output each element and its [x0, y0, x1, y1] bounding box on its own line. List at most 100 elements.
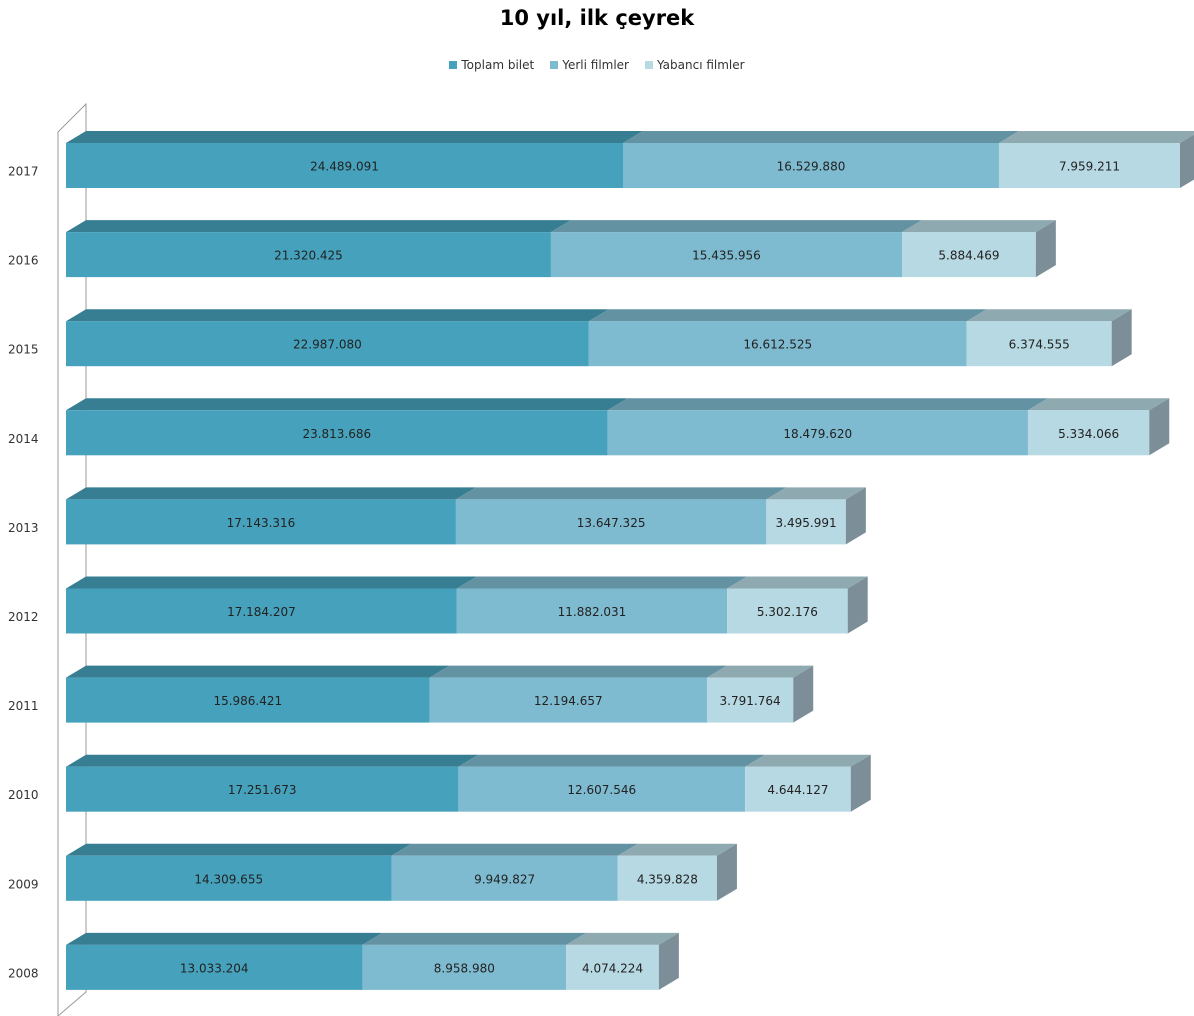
bar-top-face — [66, 576, 477, 589]
legend-item-toplam-bilet: Toplam bilet — [449, 58, 534, 72]
bar-segment-2010-toplam-bilet — [66, 766, 459, 812]
legend-swatch — [645, 61, 653, 69]
bar-side-face — [793, 665, 814, 723]
data-label: 4.074.224 — [582, 961, 643, 975]
legend-label: Yabancı filmler — [657, 58, 745, 72]
bar-top-face — [456, 576, 748, 589]
bar-side-face — [1180, 134, 1194, 188]
bar-top-face — [727, 576, 868, 589]
data-label: 4.359.828 — [637, 872, 698, 886]
category-label-2013: 2013 — [8, 521, 39, 535]
data-label: 17.184.207 — [227, 605, 296, 619]
category-label-2012: 2012 — [8, 610, 39, 624]
bar-segment-2013-toplam-bilet — [66, 499, 456, 545]
data-label: 7.959.211 — [1059, 160, 1120, 174]
bar-segment-2015-yabanci-filmler — [966, 321, 1112, 367]
bar-top-face — [66, 665, 450, 678]
bar-top-face — [623, 131, 1019, 143]
data-label: 17.143.316 — [227, 516, 296, 530]
data-label: 3.495.991 — [776, 516, 837, 530]
bar-segment-2011-yabanci-filmler — [706, 677, 794, 723]
data-label: 12.194.657 — [534, 694, 603, 708]
bar-segment-2011-yerli-filmler — [429, 677, 707, 723]
bar-segment-2009-yabanci-filmler — [617, 855, 717, 901]
bar-segment-2017-yerli-filmler — [623, 143, 999, 188]
bar-segment-2015-toplam-bilet — [66, 321, 589, 367]
bar-segment-2008-yerli-filmler — [362, 944, 567, 990]
bar-top-face — [66, 487, 476, 500]
data-label: 22.987.080 — [293, 338, 362, 352]
data-label: 12.607.546 — [567, 783, 636, 797]
bar-segment-2014-toplam-bilet — [66, 410, 608, 456]
bar-top-face — [607, 398, 1048, 411]
data-label: 16.612.525 — [743, 338, 812, 352]
bar-top-face — [66, 131, 643, 143]
bar-top-face — [766, 487, 866, 500]
bar-side-face — [850, 754, 871, 812]
legend-swatch — [550, 61, 559, 69]
legend-item-yabanci-filmler: Yabancı filmler — [645, 58, 745, 72]
axis-wall — [57, 102, 87, 1016]
data-label: 14.309.655 — [194, 872, 263, 886]
bar-top-face — [66, 309, 609, 322]
chart-legend: Toplam bilet Yerli filmler Yabancı filml… — [0, 58, 1194, 72]
bar-segment-2008-yabanci-filmler — [566, 944, 659, 990]
bar-segment-2010-yabanci-filmler — [745, 766, 851, 812]
bar-segment-2017-toplam-bilet — [66, 143, 623, 188]
data-label: 5.334.066 — [1058, 427, 1119, 441]
category-label-2016: 2016 — [8, 254, 39, 268]
legend-swatch — [449, 61, 458, 69]
bar-segment-2015-yerli-filmler — [588, 321, 967, 367]
data-label: 9.949.827 — [474, 872, 535, 886]
data-label: 15.986.421 — [213, 694, 282, 708]
data-label: 13.647.325 — [577, 516, 646, 530]
category-label-2011: 2011 — [8, 699, 39, 713]
bar-top-face — [429, 665, 727, 678]
bar-side-face — [1149, 398, 1170, 456]
legend-label: Yerli filmler — [562, 58, 629, 72]
bar-segment-2012-yerli-filmler — [456, 588, 728, 634]
bar-segment-2014-yerli-filmler — [607, 410, 1028, 456]
bar-segment-2017-yabanci-filmler — [998, 143, 1180, 188]
bar-top-face — [458, 754, 766, 767]
bar-top-face — [588, 309, 987, 322]
bar-segment-2012-yabanci-filmler — [727, 588, 848, 634]
bar-segment-2012-toplam-bilet — [66, 588, 457, 634]
category-label-2017: 2017 — [8, 165, 39, 179]
data-label: 4.644.127 — [767, 783, 828, 797]
category-label-2008: 2008 — [8, 966, 39, 980]
category-label-2015: 2015 — [8, 343, 39, 357]
bar-top-face — [902, 220, 1056, 233]
bar-side-face — [1035, 220, 1056, 278]
bar-segment-2016-yabanci-filmler — [902, 232, 1036, 278]
bar-side-face — [716, 843, 737, 901]
category-label-2009: 2009 — [8, 877, 39, 891]
bar-segment-2009-toplam-bilet — [66, 855, 392, 901]
bar-top-face — [617, 843, 737, 856]
bar-side-face — [845, 487, 866, 545]
bar-segment-2016-toplam-bilet — [66, 232, 551, 278]
bar-top-face — [391, 843, 638, 856]
data-label: 8.958.980 — [434, 961, 495, 975]
bar-segment-2011-toplam-bilet — [66, 677, 430, 723]
bar-top-face — [745, 754, 871, 767]
data-label: 16.529.880 — [777, 160, 846, 174]
bar-top-face — [66, 754, 479, 767]
bar-top-face — [66, 932, 383, 945]
bar-top-face — [1027, 398, 1170, 411]
bar-segment-2014-yabanci-filmler — [1027, 410, 1150, 456]
data-label: 21.320.425 — [274, 249, 343, 263]
data-label: 17.251.673 — [228, 783, 297, 797]
data-label: 13.033.204 — [180, 961, 249, 975]
bar-top-face — [455, 487, 787, 500]
bar-side-face — [1111, 309, 1132, 367]
data-label: 18.479.620 — [783, 427, 852, 441]
bar-segment-2013-yabanci-filmler — [766, 499, 846, 545]
bar-segment-2008-toplam-bilet — [66, 944, 363, 990]
bar-segment-2009-yerli-filmler — [391, 855, 618, 901]
data-label: 6.374.555 — [1009, 338, 1070, 352]
legend-label: Toplam bilet — [461, 58, 535, 72]
data-label: 23.813.686 — [302, 427, 371, 441]
bar-top-face — [66, 220, 571, 233]
